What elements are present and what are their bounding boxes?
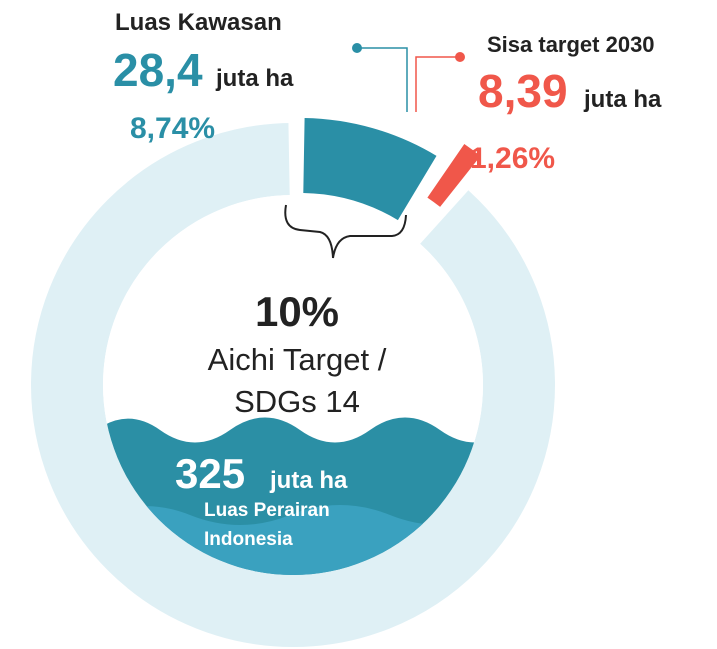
area-percent: 8,74% [130,112,215,145]
target-percent: 10% [255,288,339,335]
area-unit: juta ha [215,65,294,92]
remaining-unit: juta ha [583,86,662,113]
area-leader [357,47,408,112]
waters-line2: Indonesia [204,529,293,550]
remaining-percent: 1,26% [470,142,555,175]
remaining-label: Sisa target 2030 [487,32,655,57]
remaining-leader [415,56,460,112]
waters-unit: juta ha [269,467,348,494]
bracket [284,204,407,259]
area-label: Luas Kawasan [115,9,282,36]
area-segment [303,118,437,221]
remaining-segment [427,144,481,207]
water-wave-light [103,505,483,575]
area-value: 28,4 [113,44,203,96]
remaining-value: 8,39 [478,65,568,117]
waters-value: 325 [175,450,245,497]
target-line1: Aichi Target / [208,342,387,377]
waters-line1: Luas Perairan [204,500,330,521]
target-line2: SDGs 14 [234,384,360,419]
